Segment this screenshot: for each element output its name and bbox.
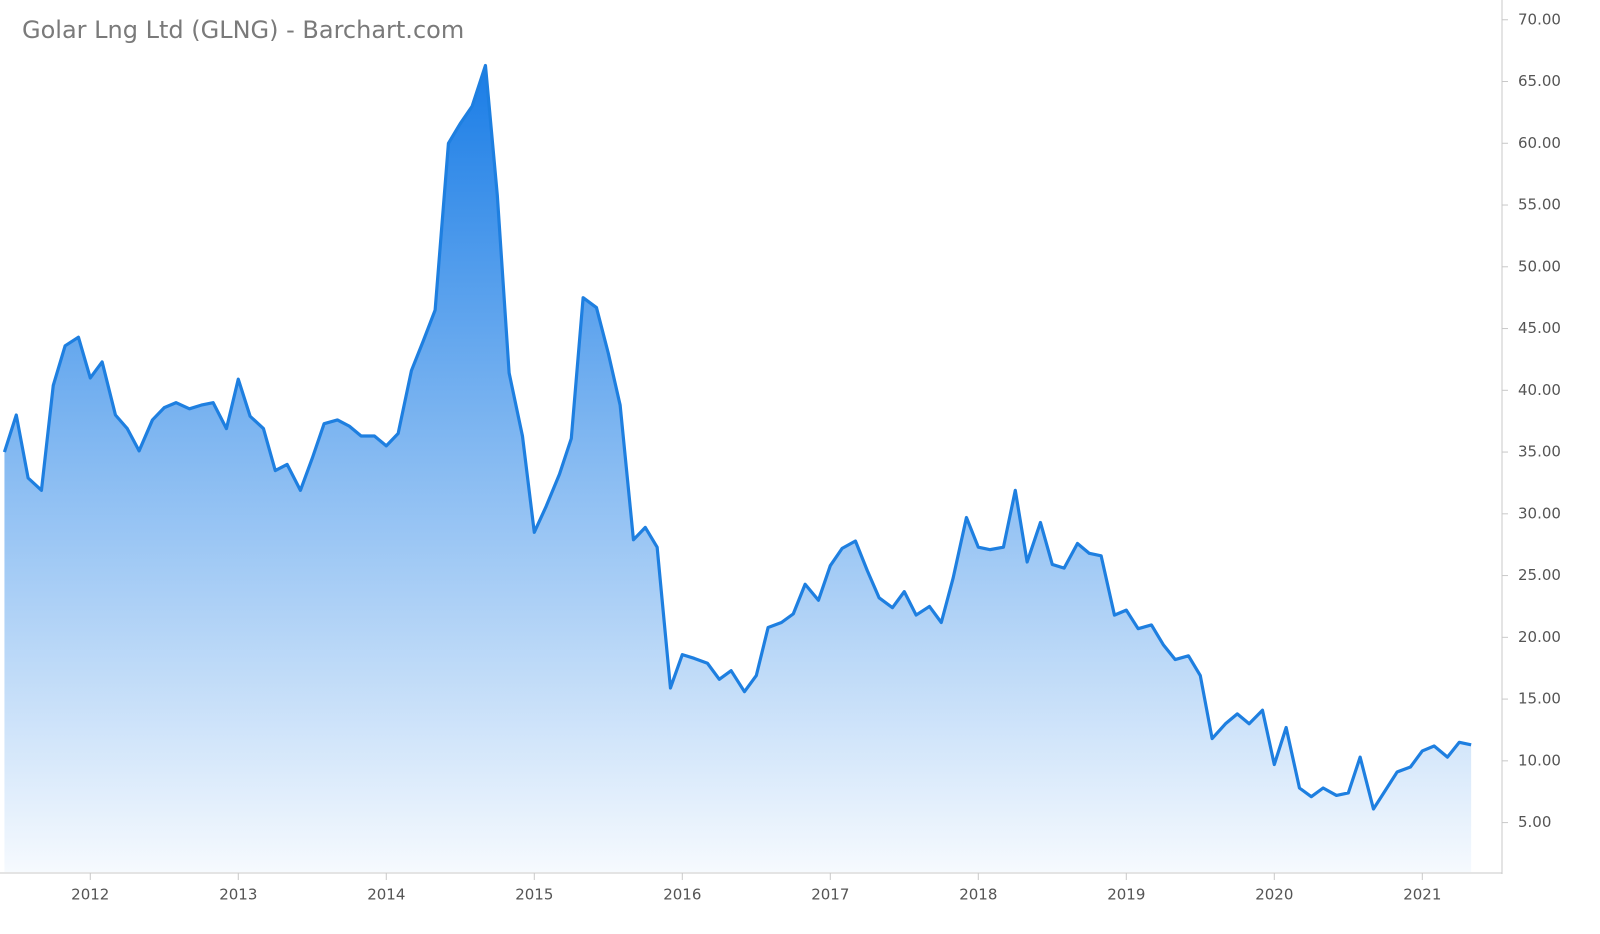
- x-tick-label: 2015: [515, 886, 553, 904]
- x-tick-label: 2019: [1107, 886, 1145, 904]
- y-tick-label: 10.00: [1518, 751, 1561, 769]
- y-tick-label: 40.00: [1518, 381, 1561, 399]
- x-tick-label: 2012: [71, 886, 109, 904]
- y-tick-label: 30.00: [1518, 504, 1561, 522]
- y-tick-label: 15.00: [1518, 690, 1561, 708]
- y-tick-label: 45.00: [1518, 319, 1561, 337]
- x-tick-label: 2018: [959, 886, 997, 904]
- x-tick-label: 2021: [1403, 886, 1441, 904]
- x-tick-label: 2017: [811, 886, 849, 904]
- y-tick-label: 25.00: [1518, 566, 1561, 584]
- x-tick-label: 2014: [367, 886, 405, 904]
- chart-title: Golar Lng Ltd (GLNG) - Barchart.com: [22, 16, 464, 44]
- y-tick-label: 20.00: [1518, 628, 1561, 646]
- y-tick-label: 55.00: [1518, 196, 1561, 214]
- y-tick-label: 35.00: [1518, 443, 1561, 461]
- y-tick-label: 5.00: [1518, 813, 1551, 831]
- y-tick-label: 60.00: [1518, 134, 1561, 152]
- x-tick-label: 2020: [1255, 886, 1293, 904]
- y-tick-label: 65.00: [1518, 72, 1561, 90]
- y-tick-label: 70.00: [1518, 10, 1561, 28]
- price-line: [2, 63, 1472, 811]
- area-fill: [4, 65, 1472, 872]
- x-tick-label: 2016: [663, 886, 701, 904]
- y-tick-label: 50.00: [1518, 257, 1561, 275]
- x-tick-label: 2013: [219, 886, 257, 904]
